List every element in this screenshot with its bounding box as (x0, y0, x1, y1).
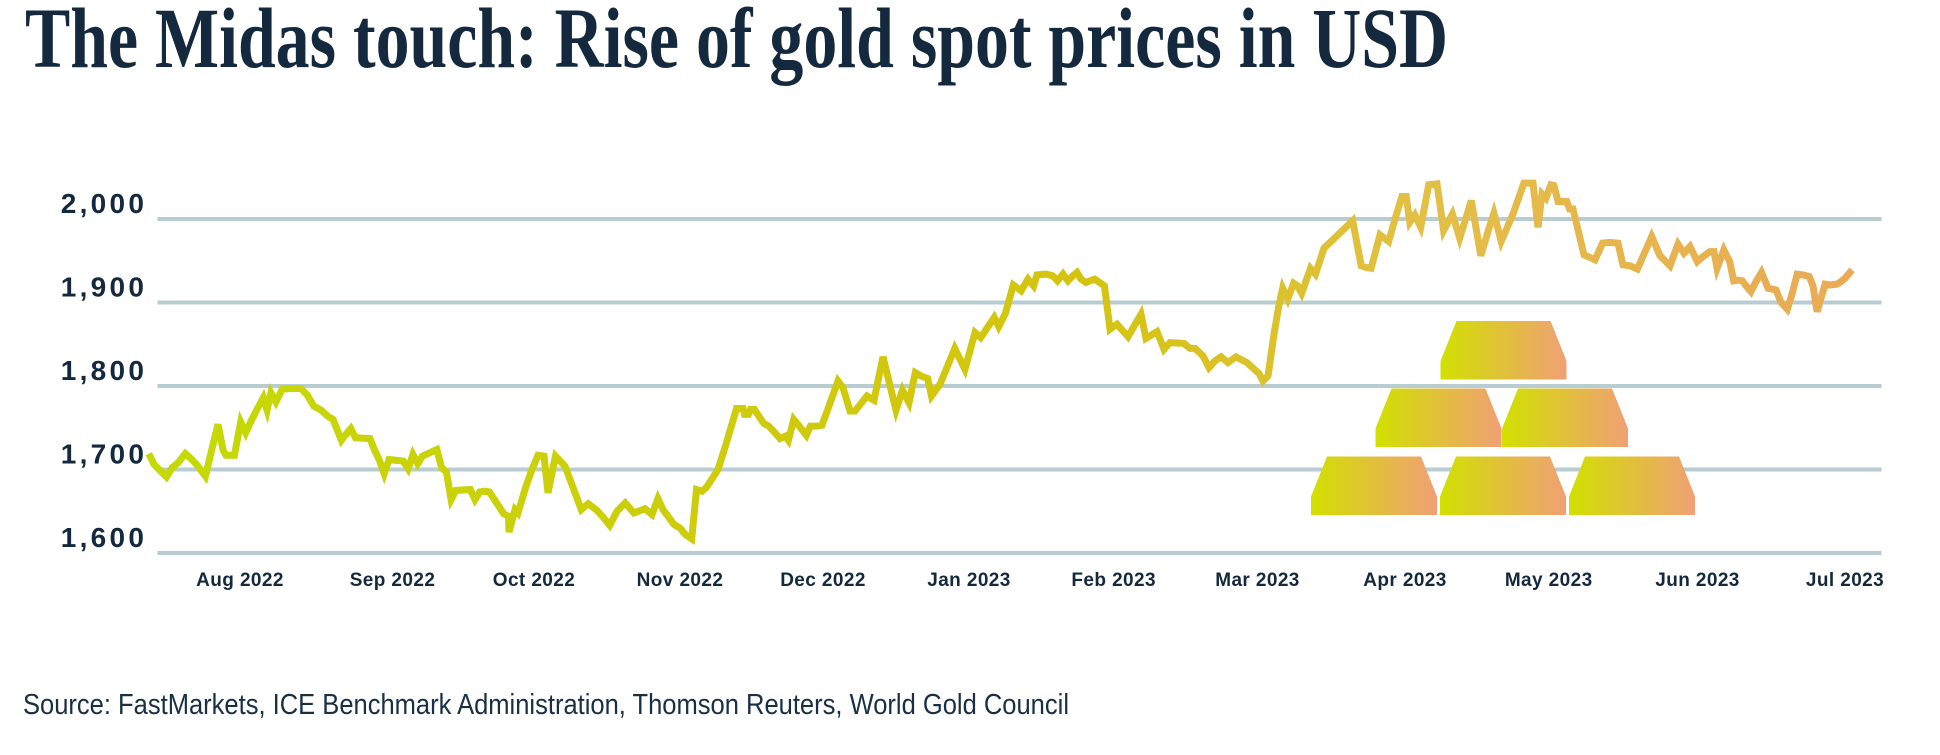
svg-text:2,000: 2,000 (61, 188, 148, 219)
svg-text:Oct 2022: Oct 2022 (493, 570, 575, 591)
svg-text:Mar 2023: Mar 2023 (1215, 570, 1300, 591)
svg-text:1,600: 1,600 (61, 522, 148, 553)
svg-text:Jul 2023: Jul 2023 (1806, 570, 1884, 591)
svg-text:Feb 2023: Feb 2023 (1071, 570, 1156, 591)
svg-text:Jan 2023: Jan 2023 (927, 570, 1011, 591)
svg-text:Nov 2022: Nov 2022 (637, 570, 724, 591)
svg-text:1,800: 1,800 (61, 355, 148, 386)
svg-text:Sep 2022: Sep 2022 (350, 570, 436, 591)
svg-text:May 2023: May 2023 (1505, 570, 1593, 591)
svg-text:Aug 2022: Aug 2022 (196, 570, 284, 591)
svg-text:Jun 2023: Jun 2023 (1655, 570, 1740, 591)
svg-text:Source: FastMarkets, ICE Bench: Source: FastMarkets, ICE Benchmark Admin… (23, 689, 1069, 721)
svg-text:1,700: 1,700 (61, 439, 148, 470)
svg-text:Apr 2023: Apr 2023 (1363, 570, 1446, 591)
svg-text:Dec 2022: Dec 2022 (780, 570, 866, 591)
svg-text:1,900: 1,900 (61, 272, 148, 303)
svg-text:The Midas touch: Rise of gold: The Midas touch: Rise of gold spot price… (25, 0, 1448, 86)
